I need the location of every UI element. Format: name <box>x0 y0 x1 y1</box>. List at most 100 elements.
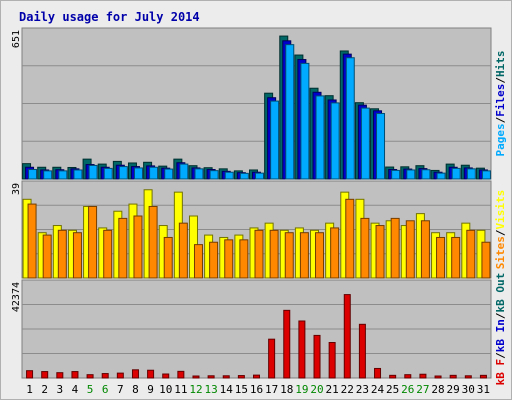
bar-kb-f-17 <box>268 338 276 379</box>
bar-pages-6 <box>103 167 113 180</box>
bar-pages-4 <box>73 169 83 180</box>
legend-item-files: Files <box>494 84 507 117</box>
bar-sites-12 <box>193 244 203 279</box>
bar-sites-6 <box>103 229 113 279</box>
bar-sites-21 <box>330 227 340 279</box>
x-tick-label-15: 15 <box>235 383 248 396</box>
bar-sites-9 <box>148 205 158 279</box>
bar-kb-f-25 <box>389 374 397 379</box>
bar-sites-14 <box>224 239 234 279</box>
x-tick-label-3: 3 <box>57 383 64 396</box>
bar-pages-30 <box>466 168 476 180</box>
bar-sites-17 <box>269 229 279 279</box>
legend-item-kb-out: kB Out <box>494 273 507 313</box>
x-tick-label-16: 16 <box>250 383 263 396</box>
bar-sites-27 <box>420 220 430 279</box>
bar-kb-f-3 <box>56 372 64 379</box>
bar-kb-f-9 <box>147 369 155 379</box>
legend-separator: / <box>494 312 507 319</box>
bar-kb-f-8 <box>131 369 139 379</box>
x-tick-label-7: 7 <box>117 383 124 396</box>
x-tick-label-13: 13 <box>204 383 217 396</box>
bar-sites-16 <box>254 229 264 279</box>
bar-sites-20 <box>315 232 325 279</box>
x-tick-label-5: 5 <box>87 383 94 396</box>
bar-kb-f-24 <box>374 367 382 379</box>
bar-pages-11 <box>179 163 189 180</box>
chart-title: Daily usage for July 2014 <box>19 10 200 24</box>
bar-sites-13 <box>209 241 219 279</box>
axis-max-label: 42374 <box>11 282 22 312</box>
x-tick-label-9: 9 <box>147 383 154 396</box>
bar-sites-30 <box>466 229 476 279</box>
x-tick-label-22: 22 <box>341 383 354 396</box>
bar-kb-f-29 <box>449 374 457 379</box>
x-tick-label-23: 23 <box>356 383 369 396</box>
bar-kb-f-16 <box>253 374 260 379</box>
bar-pages-8 <box>133 167 143 180</box>
bar-sites-29 <box>451 236 461 279</box>
legend-item-sites: Sites <box>494 236 507 269</box>
bar-kb-f-30 <box>464 375 472 379</box>
bar-sites-2 <box>42 234 52 279</box>
bar-kb-f-4 <box>71 371 79 379</box>
bar-sites-23 <box>360 217 370 279</box>
bar-kb-f-19 <box>298 320 306 379</box>
x-tick-label-1: 1 <box>26 383 33 396</box>
bar-kb-f-31 <box>479 374 487 379</box>
bar-kb-f-12 <box>192 375 200 379</box>
bar-kb-f-1 <box>26 370 34 379</box>
x-tick-label-26: 26 <box>401 383 414 396</box>
bar-kb-f-13 <box>207 375 215 379</box>
bar-kb-f-20 <box>313 334 321 379</box>
bar-pages-5 <box>88 164 98 180</box>
panel-visits-sites: 39 Sites/Visits <box>11 180 507 279</box>
legend-visits-sites: Sites/Visits <box>494 190 507 270</box>
legend-item-kb-f: kB F <box>494 359 507 386</box>
bar-sites-4 <box>72 232 82 279</box>
bar-sites-28 <box>436 236 446 279</box>
legend-kb: kB F/kB In/kB Out <box>494 273 507 386</box>
x-tick-label-12: 12 <box>189 383 202 396</box>
bar-kb-f-23 <box>358 323 366 379</box>
x-tick-label-21: 21 <box>326 383 339 396</box>
bar-sites-7 <box>118 217 128 279</box>
bar-kb-f-2 <box>41 371 49 379</box>
x-tick-label-19: 19 <box>295 383 308 396</box>
bar-pages-24 <box>376 113 386 180</box>
bar-kb-f-10 <box>162 373 170 379</box>
legend-hits-files-pages: Pages/Files/Hits <box>494 51 507 157</box>
bar-pages-15 <box>239 172 249 180</box>
bar-pages-26 <box>406 169 416 180</box>
bar-pages-20 <box>315 95 325 180</box>
bar-sites-19 <box>299 232 309 279</box>
bar-kb-f-15 <box>237 375 245 379</box>
legend-separator: / <box>494 116 507 123</box>
bar-pages-14 <box>224 171 234 180</box>
bar-pages-7 <box>118 166 128 180</box>
bar-kb-f-21 <box>328 342 336 379</box>
x-tick-label-2: 2 <box>41 383 48 396</box>
bar-sites-8 <box>133 215 143 279</box>
x-tick-label-4: 4 <box>72 383 79 396</box>
legend-separator: / <box>494 352 507 359</box>
x-tick-label-17: 17 <box>265 383 278 396</box>
x-tick-label-14: 14 <box>220 383 234 396</box>
plot-panels: 651Pages/Files/Hits39Sites/Visits42374kB… <box>11 27 507 396</box>
bar-sites-31 <box>481 241 491 279</box>
legend-item-visits: Visits <box>494 190 507 230</box>
bar-pages-23 <box>360 107 370 180</box>
bar-pages-2 <box>43 170 53 180</box>
bar-sites-11 <box>178 222 188 279</box>
x-tick-label-8: 8 <box>132 383 139 396</box>
bar-sites-24 <box>375 225 385 279</box>
bar-sites-15 <box>239 239 249 279</box>
axis-max-label: 651 <box>11 30 22 48</box>
bar-sites-5 <box>88 205 98 279</box>
bar-kb-f-14 <box>222 375 230 379</box>
bar-pages-9 <box>149 166 159 180</box>
bar-pages-27 <box>421 169 431 180</box>
x-tick-label-20: 20 <box>310 383 323 396</box>
